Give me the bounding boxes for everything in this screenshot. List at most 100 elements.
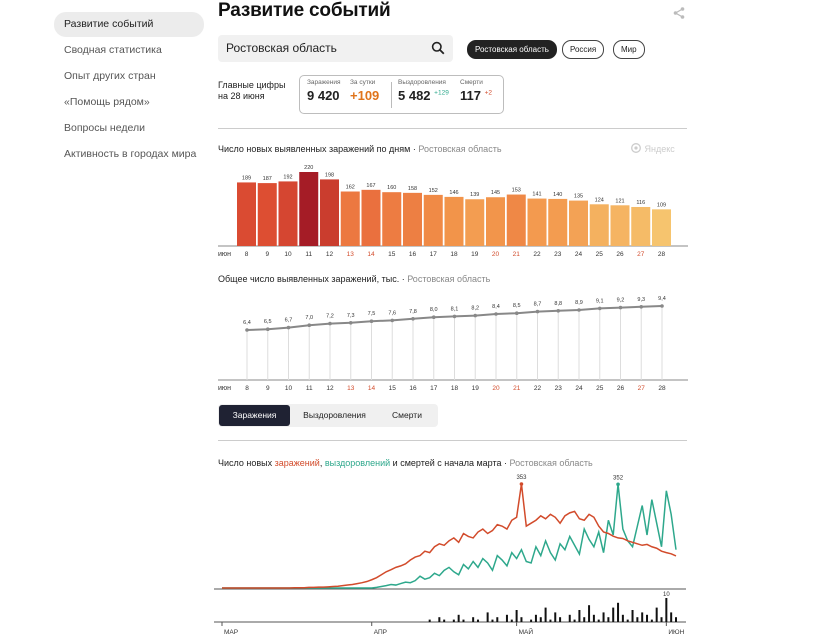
bar	[257, 183, 277, 246]
death-bar	[597, 619, 600, 622]
divider-2	[218, 440, 687, 441]
point-value-label: 8,0	[430, 307, 438, 313]
data-point	[660, 304, 664, 308]
death-bar	[617, 602, 620, 622]
death-bar	[655, 607, 658, 622]
region-search[interactable]: Ростовская область	[218, 35, 453, 62]
eye-icon	[631, 143, 641, 153]
summary-label-line1: Главные цифры	[218, 80, 286, 90]
death-bar	[530, 619, 533, 622]
x-tick-label: 9	[266, 385, 270, 392]
share-icon[interactable]	[672, 6, 686, 20]
sidebar-item-events[interactable]: Развитие событий	[54, 12, 204, 37]
data-point	[411, 317, 415, 321]
sidebar-item-other-countries[interactable]: Опыт других стран	[64, 70, 156, 82]
bar-value-label: 146	[449, 190, 458, 196]
bar-value-label: 145	[491, 190, 500, 196]
death-bar	[612, 607, 615, 622]
point-value-label: 8,5	[513, 303, 521, 309]
bar	[527, 198, 547, 246]
yandex-label: Яндекс	[644, 144, 675, 154]
x-tick-label: 13	[347, 251, 355, 258]
sidebar: Развитие событий Сводная статистика Опыт…	[54, 12, 204, 168]
stat-deaths: Смерти 117 +2	[460, 79, 492, 103]
x-month-label: МАЙ	[519, 627, 534, 636]
bar-value-label: 189	[242, 175, 251, 181]
bar-value-label: 140	[553, 192, 562, 198]
bar	[278, 181, 298, 246]
x-tick-label: 24	[575, 251, 583, 258]
divider-1	[218, 128, 687, 129]
x-tick-label: 26	[617, 385, 625, 392]
stat-daily: За сутки +109	[350, 79, 379, 103]
death-bar	[641, 612, 644, 622]
death-bar	[588, 605, 591, 622]
data-point	[348, 321, 353, 325]
data-point	[597, 306, 602, 311]
x-tick-label: 21	[513, 385, 521, 392]
x-tick-label: 8	[245, 251, 249, 258]
death-bar	[549, 619, 552, 622]
recoveries-peak-label: 352	[613, 475, 624, 481]
region-pill-rostov[interactable]: Ростовская область	[467, 40, 557, 59]
x-tick-label: 27	[638, 385, 646, 392]
data-point	[535, 309, 540, 314]
stat-deaths-delta: +2	[484, 89, 493, 97]
bar-value-label: 158	[408, 186, 417, 192]
point-value-label: 8,2	[471, 306, 479, 312]
x-tick-label: 11	[305, 251, 312, 258]
death-bar	[650, 619, 653, 622]
chart1-title: Число новых выявленных заражений по дням…	[218, 144, 502, 154]
chart3-title-recoveries: выздоровлений	[324, 458, 391, 468]
since-march-line-chart: 353 352 10 МАР АПР МАЙ ИЮН	[214, 475, 686, 636]
bar-value-label: 192	[283, 174, 292, 180]
death-bar	[443, 619, 446, 622]
death-bar	[660, 617, 663, 622]
x-tick-label: 16	[409, 385, 417, 392]
x-tick-label: 21	[513, 251, 521, 258]
chart3-title-suffix: с начала марта	[434, 458, 502, 468]
chart3-title-sep: ,	[319, 458, 325, 468]
point-value-label: 8,9	[575, 300, 583, 306]
stat-recovered-delta: +129	[434, 89, 449, 97]
chart3-title: Число новых заражений, выздоровлений и с…	[218, 458, 593, 468]
search-icon[interactable]	[431, 41, 445, 55]
chart-tabs: Заражения Выздоровления Смерти	[218, 404, 438, 427]
x-tick-label: 22	[534, 385, 542, 392]
region-pill-world[interactable]: Мир	[613, 40, 645, 59]
bar-value-label: 152	[429, 188, 438, 194]
data-point	[431, 315, 436, 319]
bar	[423, 194, 443, 246]
search-input[interactable]: Ростовская область	[226, 41, 337, 55]
chart2-title: Общее число выявленных заражений, тыс. ·…	[218, 274, 491, 284]
x-month-label: ИЮН	[668, 629, 684, 636]
sidebar-item-summary[interactable]: Сводная статистика	[64, 44, 162, 56]
death-bar	[534, 614, 537, 622]
sidebar-item-city-activity[interactable]: Активность в городах мира	[64, 148, 197, 160]
death-bar	[621, 614, 624, 622]
bar	[444, 196, 464, 246]
death-bar	[491, 619, 494, 622]
x-tick-label: 10	[285, 385, 293, 392]
x-tick-label: 8	[245, 385, 249, 392]
x-month-label: АПР	[374, 629, 387, 636]
death-bar	[559, 617, 562, 622]
sidebar-item-questions[interactable]: Вопросы недели	[64, 122, 145, 134]
death-bar	[496, 617, 499, 622]
chart1-region: Ростовская область	[418, 144, 502, 154]
point-value-label: 6,7	[285, 318, 293, 324]
bar-value-label: 135	[574, 194, 583, 200]
death-bar	[520, 617, 523, 622]
tab-deaths[interactable]: Смерти	[392, 410, 422, 420]
tab-recoveries[interactable]: Выздоровления	[303, 410, 366, 420]
region-pill-russia[interactable]: Россия	[562, 40, 605, 59]
summary-stats: Заражения 9 420 За сутки +109 Выздоровле…	[299, 75, 504, 114]
data-point	[265, 327, 270, 331]
yandex-watermark: Яндекс	[630, 143, 675, 154]
tab-infections[interactable]: Заражения	[219, 405, 290, 426]
sidebar-item-help-nearby[interactable]: «Помощь рядом»	[64, 96, 150, 108]
data-point	[328, 321, 332, 326]
daily-cases-bar-chart: июн 189 8 187 9 192 10 220 11 198 12 162 13 167 14 160 1…	[218, 165, 688, 258]
x-tick-label: 18	[451, 385, 459, 392]
death-bar	[554, 612, 557, 622]
